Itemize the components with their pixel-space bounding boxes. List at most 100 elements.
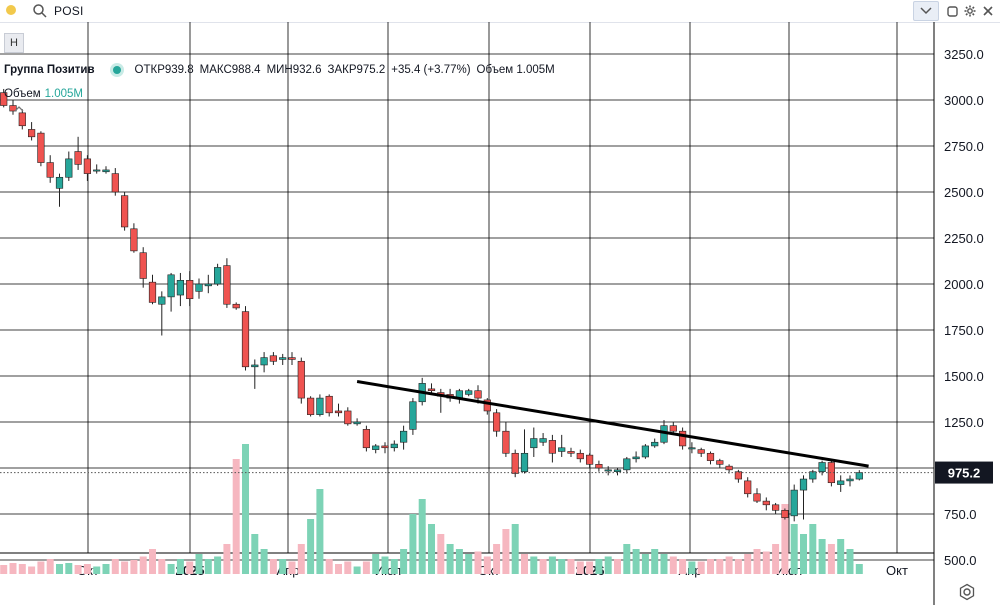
candle-body <box>548 440 556 454</box>
candle-body <box>93 169 101 172</box>
volume-bar <box>214 556 222 574</box>
volume-bar <box>260 549 268 574</box>
chevron-up-icon[interactable] <box>14 104 26 114</box>
y-tick-label: 500.0 <box>944 553 977 568</box>
volume-bar <box>335 564 342 574</box>
volume-bar <box>762 551 770 574</box>
candle-body <box>344 410 352 425</box>
volume-value: Объем 1.005M <box>476 64 555 76</box>
candle-body <box>37 132 45 163</box>
volume-bar <box>455 549 463 574</box>
symbol-search[interactable]: POSI <box>24 0 904 22</box>
candle-body <box>381 445 389 449</box>
volume-bar <box>707 559 714 574</box>
candle-body <box>790 489 798 517</box>
candle-body <box>102 169 110 173</box>
candle-body <box>232 303 240 309</box>
candle-body <box>195 283 203 292</box>
price-chart[interactable]: 3250.0 3000.0 2750.0 2500.0 2250.0 2000.0 1750… <box>0 22 1000 605</box>
settings-icon[interactable] <box>958 583 976 601</box>
candle-body <box>427 388 436 392</box>
volume-bar <box>465 554 473 574</box>
x-tick-label: Окт <box>886 563 908 578</box>
volume-bar <box>316 489 324 574</box>
gear-icon[interactable] <box>962 2 978 20</box>
volume-bar <box>651 549 659 574</box>
volume-bar <box>837 539 845 574</box>
square-icon[interactable] <box>944 2 960 20</box>
y-tick-label: 2750.0 <box>944 139 984 154</box>
volume-bar <box>641 554 649 574</box>
candle-body <box>623 458 631 471</box>
volume-bar <box>56 564 63 574</box>
candle-body <box>306 397 315 415</box>
candle-body <box>111 173 119 193</box>
volume-bar <box>539 559 547 574</box>
candle-body <box>697 449 705 454</box>
volume-bar <box>362 561 370 574</box>
chevron-down-icon[interactable] <box>913 1 939 21</box>
volume-bar <box>325 559 333 574</box>
candle-body <box>474 390 482 399</box>
candle-body <box>716 460 724 465</box>
candle-body <box>669 425 677 432</box>
volume-bar <box>279 559 287 574</box>
close-value: ЗАКР975.2 <box>327 64 386 76</box>
candle-body <box>27 129 36 138</box>
volume-bar <box>846 549 854 574</box>
volume-bar <box>632 549 640 574</box>
candle-body <box>288 357 296 360</box>
candle-body <box>818 462 826 472</box>
candle-body <box>18 112 26 127</box>
candle-body <box>399 430 408 443</box>
y-tick-label: 2000.0 <box>944 277 984 292</box>
last-price-label-bg <box>935 461 993 484</box>
volume-bar <box>372 554 380 574</box>
volume-bar <box>772 544 780 574</box>
candle-body <box>465 390 473 395</box>
y-tick-label: 3250.0 <box>944 47 984 62</box>
candle-body <box>604 469 612 472</box>
volume-bar <box>688 561 696 574</box>
volume-bar <box>353 566 361 574</box>
y-tick-label: 750.0 <box>944 507 977 522</box>
volume-bar <box>576 561 584 574</box>
volume-bar <box>790 524 798 574</box>
interval-button[interactable]: H <box>4 33 24 53</box>
candle-body <box>316 397 324 415</box>
volume-bar <box>428 524 435 574</box>
candle-body <box>558 447 566 452</box>
candle-body <box>753 493 761 502</box>
volume-bar <box>130 560 138 574</box>
volume-bar <box>74 565 82 574</box>
volume-bar <box>251 534 259 574</box>
candle-body <box>74 151 82 165</box>
candle-body <box>799 478 808 491</box>
candle-body <box>167 274 175 298</box>
volume-bar <box>734 559 742 574</box>
candle-body <box>734 471 742 480</box>
volume-bar <box>483 556 491 574</box>
volume-bar <box>530 556 538 574</box>
volume-bar <box>269 559 277 574</box>
candle-body <box>9 105 17 112</box>
volume-bar <box>623 544 631 574</box>
volume-bar <box>121 561 129 574</box>
y-tick-label: 3000.0 <box>944 93 984 108</box>
trend-line[interactable] <box>356 380 869 468</box>
volume-bar <box>437 534 445 574</box>
volume-bar <box>195 554 203 574</box>
volume-bar <box>93 566 101 574</box>
volume-bar <box>167 564 175 574</box>
y-tick-label: 1750.0 <box>944 323 984 338</box>
candle-body <box>241 311 250 368</box>
candle-body <box>176 280 185 296</box>
y-tick-label: 1500.0 <box>944 369 984 384</box>
volume-bar <box>697 561 705 574</box>
candle-body <box>483 399 491 412</box>
candle-body <box>762 500 770 506</box>
volume-bar <box>390 559 398 574</box>
status-dot-icon <box>6 5 16 15</box>
volume-bar <box>669 556 677 574</box>
close-icon[interactable] <box>980 2 996 20</box>
